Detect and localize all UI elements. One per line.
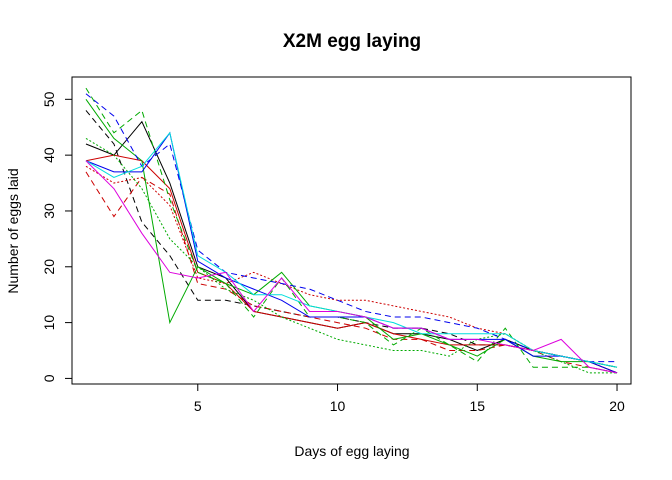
x-tick-label: 15 bbox=[469, 398, 485, 414]
x-tick-label: 10 bbox=[330, 398, 346, 414]
series-line-4 bbox=[85, 171, 618, 374]
y-tick-label: 10 bbox=[41, 315, 57, 331]
y-tick-label: 30 bbox=[41, 203, 57, 219]
series-line-1 bbox=[85, 120, 618, 374]
series-line-3 bbox=[85, 154, 618, 374]
series-line-10 bbox=[85, 93, 618, 363]
y-tick-label: 20 bbox=[41, 259, 57, 275]
series-line-2 bbox=[85, 110, 618, 368]
y-tick-label: 40 bbox=[41, 147, 57, 163]
y-axis: 0 10 20 30 40 50 bbox=[41, 91, 73, 382]
x-axis-label: Days of egg laying bbox=[294, 443, 409, 459]
y-tick-label: 0 bbox=[41, 374, 57, 382]
chart-title: X2M egg laying bbox=[283, 31, 421, 52]
y-axis-label: Number of eggs laid bbox=[5, 168, 21, 293]
plot-frame bbox=[71, 76, 632, 385]
series-line-7 bbox=[85, 87, 618, 374]
y-tick-label: 50 bbox=[41, 91, 57, 107]
series-line-9 bbox=[85, 131, 618, 374]
series-layer bbox=[85, 87, 618, 374]
series-line-12 bbox=[85, 160, 618, 374]
x-tick-label: 5 bbox=[194, 398, 202, 414]
x-axis: 5 10 15 20 bbox=[194, 383, 625, 414]
x-tick-label: 20 bbox=[609, 398, 625, 414]
